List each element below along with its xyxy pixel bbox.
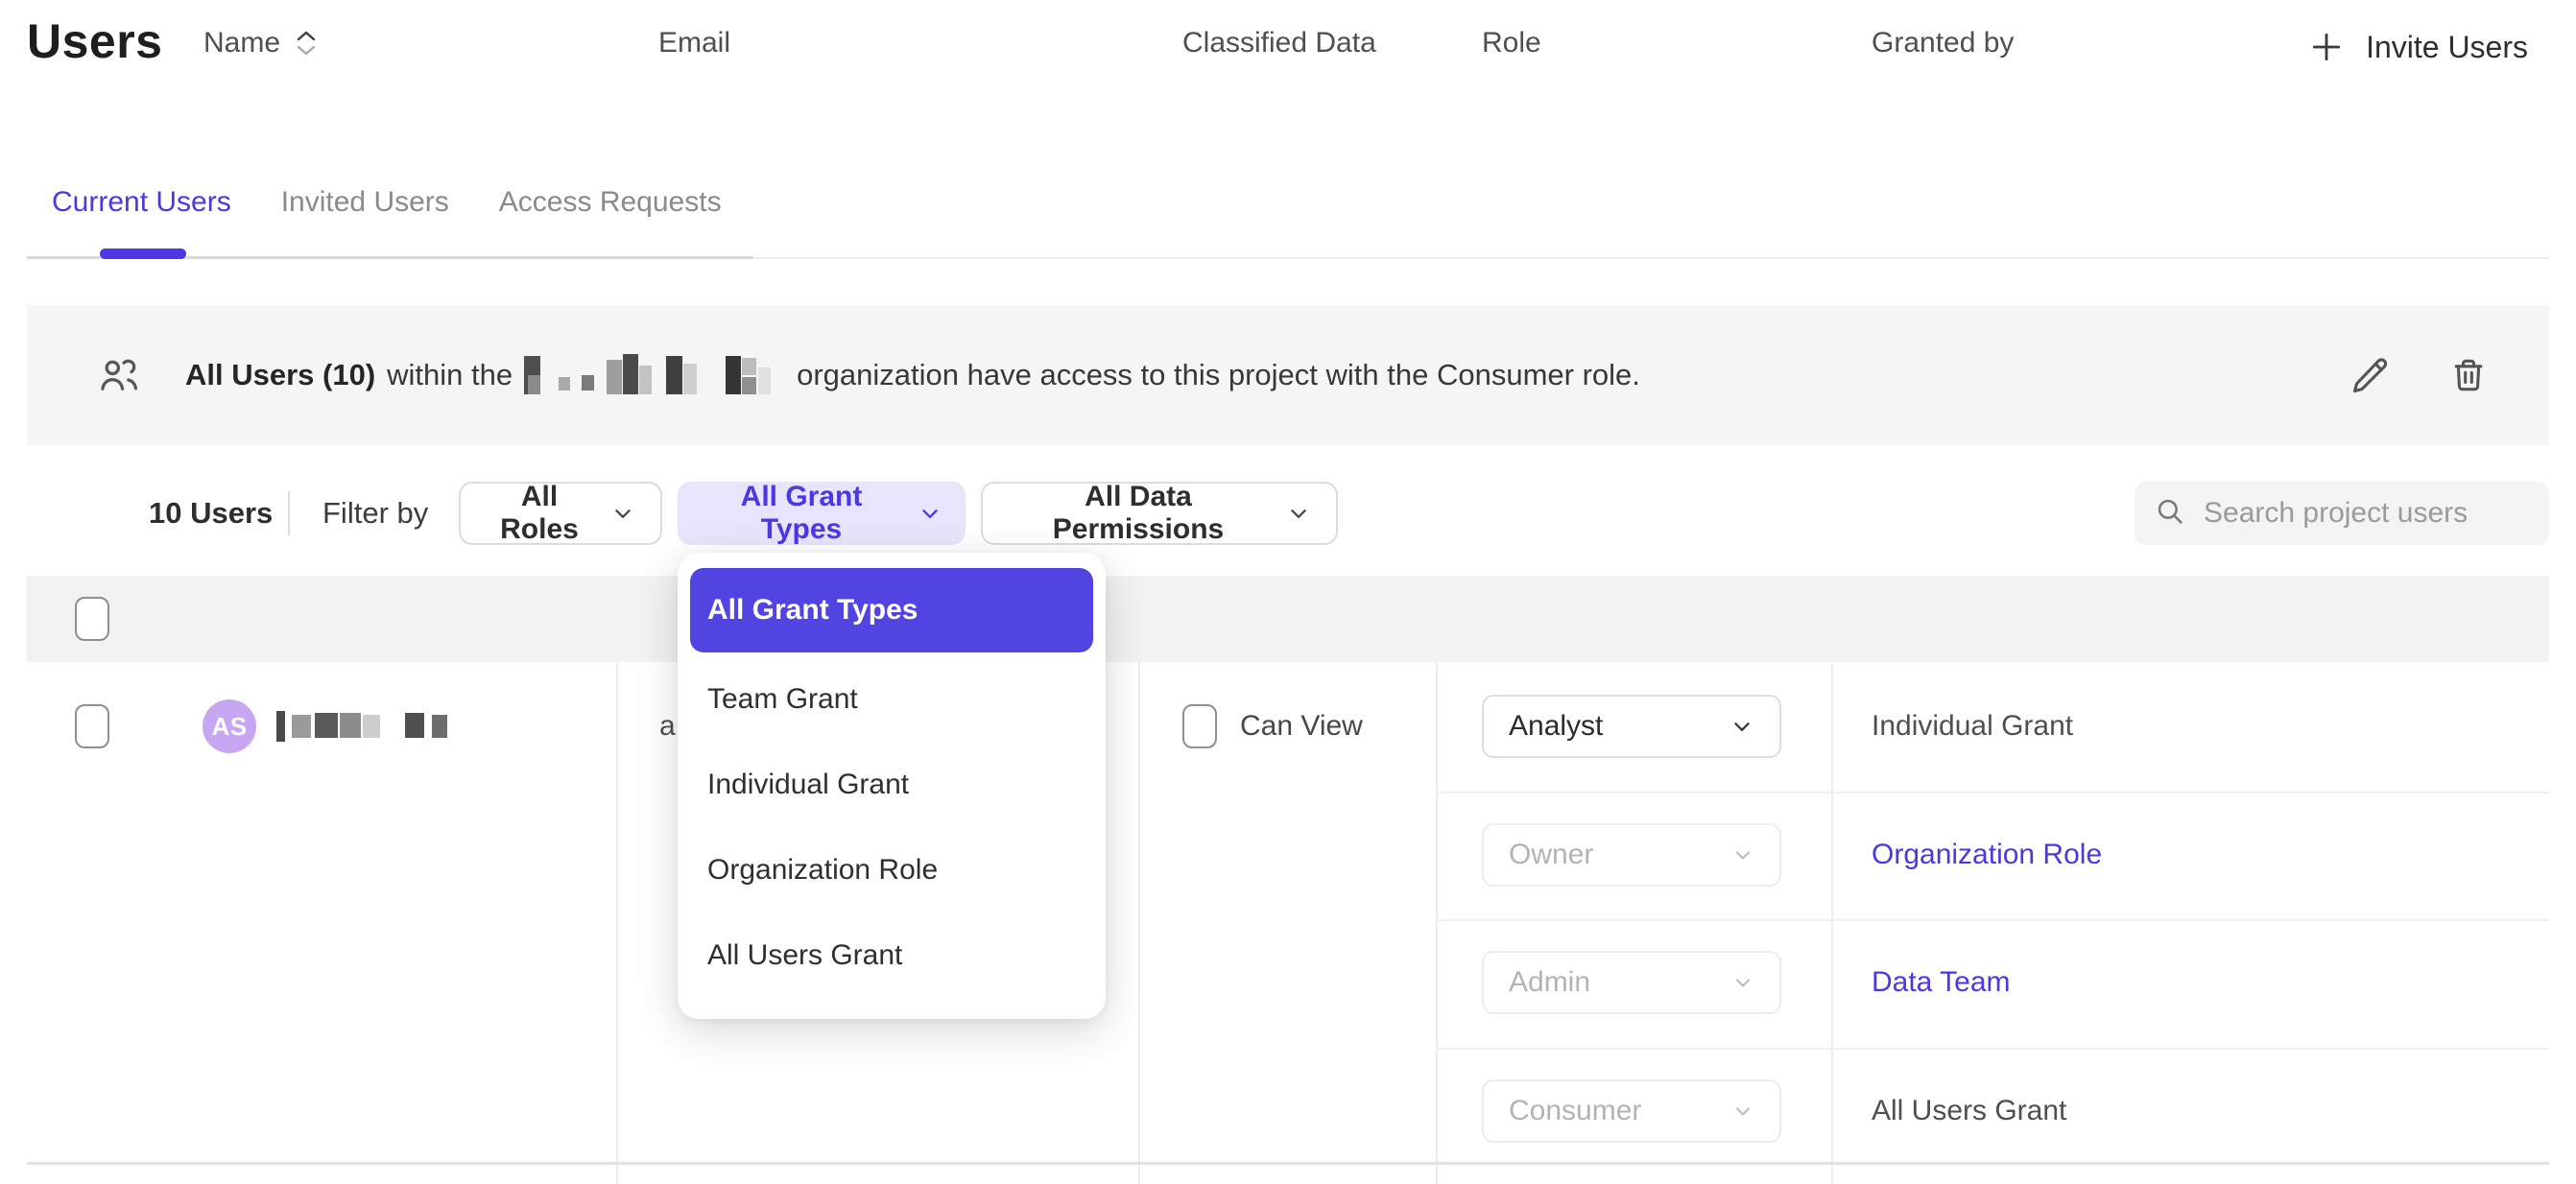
granted-by-all-users-grant: All Users Grant — [1872, 1095, 2067, 1126]
user-email: a — [659, 710, 676, 742]
all-data-permissions-label: All Data Permissions — [1052, 481, 1225, 545]
role-select-admin: Admin — [1482, 951, 1781, 1014]
classified-header-label: Classified Data — [1182, 27, 1376, 59]
name-header-label: Name — [203, 27, 281, 59]
chevron-down-icon — [1286, 501, 1311, 526]
tab-invited-users[interactable]: Invited Users — [281, 180, 449, 225]
people-icon — [96, 353, 140, 402]
banner-text: All Users (10) within the organization h… — [185, 305, 1640, 445]
row-checkbox[interactable] — [75, 704, 109, 748]
page-title: Users — [27, 14, 163, 68]
trash-icon — [2447, 354, 2490, 396]
can-view-label: Can View — [1240, 710, 1363, 742]
granted-by-individual-grant: Individual Grant — [1872, 710, 2074, 742]
magnifier-icon — [2154, 495, 2186, 533]
filter-by-label: Filter by — [322, 496, 429, 530]
role-value: Admin — [1509, 966, 1591, 998]
column-divider — [1831, 662, 1833, 1184]
subrow-divider — [1436, 919, 2549, 921]
search-input[interactable] — [2204, 497, 2530, 530]
search-box — [2135, 482, 2549, 545]
subrow-divider — [1436, 792, 2549, 793]
select-all-checkbox[interactable] — [75, 597, 109, 641]
role-value: Owner — [1509, 839, 1594, 870]
tabs-strip-divider — [27, 256, 753, 259]
banner-actions — [2344, 305, 2495, 445]
all-grant-types-label: All Grant Types — [740, 481, 863, 545]
table-header — [27, 576, 2549, 662]
banner-pre: within the — [387, 358, 513, 391]
menu-item-team-grant[interactable]: Team Grant — [707, 682, 858, 715]
banner-post: organization have access to this project… — [797, 358, 1640, 391]
all-roles-filter[interactable]: All Roles — [459, 481, 662, 545]
all-users-banner: All Users (10) within the organization h… — [27, 305, 2549, 445]
column-header-email: Email — [658, 0, 730, 86]
delete-all-users-grant-button[interactable] — [2442, 348, 2495, 402]
column-header-name[interactable]: Name — [203, 0, 317, 86]
column-divider — [1436, 662, 1438, 1184]
role-select-owner: Owner — [1482, 823, 1781, 887]
pencil-icon — [2349, 354, 2392, 396]
role-select-consumer: Consumer — [1482, 1079, 1781, 1143]
redacted-user-name — [276, 711, 447, 742]
chevron-down-icon — [1731, 1100, 1754, 1123]
all-grant-types-filter[interactable]: All Grant Types — [678, 481, 966, 545]
all-data-permissions-filter[interactable]: All Data Permissions — [981, 481, 1338, 545]
column-divider — [616, 662, 618, 1184]
role-value: Analyst — [1509, 710, 1604, 742]
menu-item-organization-role[interactable]: Organization Role — [707, 853, 939, 886]
column-header-role: Role — [1482, 0, 1541, 86]
all-roles-label: All Roles — [500, 481, 579, 545]
invite-users-label: Invite Users — [2366, 29, 2528, 64]
menu-item-individual-grant[interactable]: Individual Grant — [707, 768, 910, 800]
column-divider — [1138, 662, 1140, 1184]
role-header-label: Role — [1482, 27, 1541, 59]
sort-icon — [296, 30, 317, 57]
edit-all-users-grant-button[interactable] — [2344, 348, 2397, 402]
role-value: Consumer — [1509, 1095, 1642, 1126]
subrow-divider — [1436, 1048, 2549, 1050]
chevron-down-icon — [1731, 971, 1754, 994]
can-view-checkbox[interactable] — [1182, 704, 1217, 748]
row-divider — [27, 1162, 2549, 1165]
user-count: 10 Users — [149, 496, 274, 530]
tab-current-users[interactable]: Current Users — [52, 180, 231, 225]
tabs-divider — [27, 257, 2549, 259]
invite-users-button[interactable]: Invite Users — [2308, 29, 2528, 65]
column-header-classified-data: Classified Data — [1182, 0, 1376, 86]
granted-by-organization-role-link[interactable]: Organization Role — [1872, 839, 2103, 870]
filter-separator — [288, 491, 290, 535]
chevron-down-icon — [1731, 843, 1754, 866]
chevron-down-icon — [918, 501, 942, 526]
banner-bold: All Users (10) — [185, 358, 376, 391]
chevron-down-icon — [1729, 714, 1754, 739]
avatar: AS — [203, 699, 256, 753]
tab-access-requests[interactable]: Access Requests — [499, 180, 722, 225]
granted-by-data-team-link[interactable]: Data Team — [1872, 966, 2011, 998]
grant-types-dropdown-menu: All Grant Types Team Grant Individual Gr… — [678, 553, 1106, 1019]
menu-item-all-users-grant[interactable]: All Users Grant — [707, 938, 903, 971]
tab-bar: Current Users Invited Users Access Reque… — [52, 180, 722, 225]
menu-item-all-grant-types[interactable]: All Grant Types — [690, 568, 1093, 652]
role-select-analyst[interactable]: Analyst — [1482, 695, 1781, 758]
granted-by-header-label: Granted by — [1872, 27, 2015, 59]
redacted-org-name — [524, 354, 772, 394]
chevron-down-icon — [610, 501, 635, 526]
column-header-granted-by: Granted by — [1872, 0, 2014, 86]
active-tab-indicator — [100, 249, 186, 259]
plus-icon — [2308, 29, 2345, 65]
email-header-label: Email — [658, 27, 731, 59]
